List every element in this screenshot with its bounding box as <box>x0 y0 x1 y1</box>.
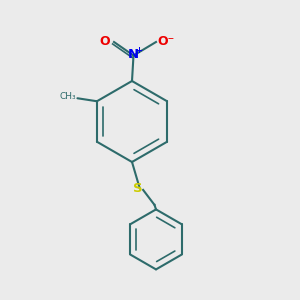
Text: O: O <box>100 35 110 48</box>
Text: N: N <box>128 48 139 62</box>
Text: CH₃: CH₃ <box>59 92 76 101</box>
Text: O⁻: O⁻ <box>157 35 174 48</box>
Text: +: + <box>135 46 142 55</box>
Text: S: S <box>133 182 143 196</box>
